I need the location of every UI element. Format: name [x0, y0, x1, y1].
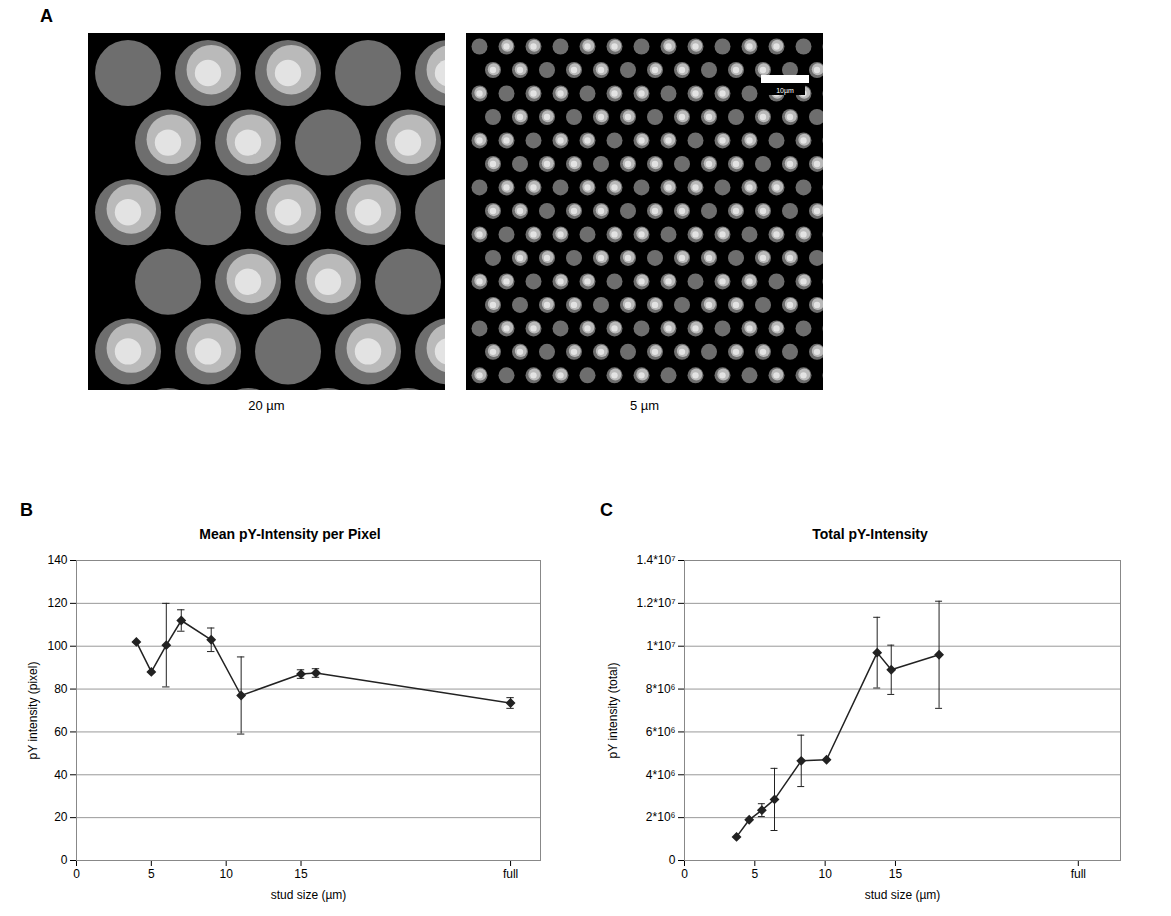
- svg-text:15: 15: [294, 867, 308, 881]
- svg-text:80: 80: [54, 682, 68, 696]
- svg-text:0: 0: [681, 867, 688, 881]
- svg-text:1.4*10⁷: 1.4*10⁷: [636, 553, 675, 567]
- svg-text:1*10⁷: 1*10⁷: [646, 639, 675, 653]
- html-text:Mean pY-Intensity per Pixel: Mean pY-Intensity per Pixel: [199, 526, 381, 542]
- html-text:Total pY-Intensity: Total pY-Intensity: [812, 526, 928, 542]
- svg-text:120: 120: [47, 596, 67, 610]
- svg-text:2*10⁶: 2*10⁶: [646, 810, 676, 824]
- svg-text:0: 0: [61, 853, 68, 867]
- svg-text:100: 100: [47, 639, 67, 653]
- svg-text:20: 20: [54, 810, 68, 824]
- svg-text:stud size (µm): stud size (µm): [271, 888, 347, 902]
- svg-text:0: 0: [73, 867, 80, 881]
- svg-text:1.2*10⁷: 1.2*10⁷: [636, 596, 675, 610]
- svg-text:5: 5: [148, 867, 155, 881]
- svg-text:5: 5: [751, 867, 758, 881]
- svg-text:60: 60: [54, 725, 68, 739]
- svg-text:40: 40: [54, 768, 68, 782]
- svg-text:stud size (µm): stud size (µm): [865, 888, 941, 902]
- svg-text:A: A: [40, 6, 53, 26]
- svg-text:full: full: [1071, 867, 1086, 881]
- html-text:B: B: [20, 500, 33, 520]
- svg-text:10: 10: [818, 867, 832, 881]
- svg-text:pY intensity (total): pY intensity (total): [606, 663, 620, 759]
- svg-text:8*10⁶: 8*10⁶: [646, 682, 676, 696]
- svg-text:full: full: [503, 867, 518, 881]
- svg-text:pY intensity (pixel): pY intensity (pixel): [26, 662, 40, 760]
- svg-text:4*10⁶: 4*10⁶: [646, 768, 676, 782]
- html-text:C: C: [600, 500, 613, 520]
- svg-text:20 µm: 20 µm: [248, 398, 284, 413]
- svg-text:6*10⁶: 6*10⁶: [646, 725, 676, 739]
- svg-text:0: 0: [669, 853, 676, 867]
- svg-text:10: 10: [219, 867, 233, 881]
- svg-text:140: 140: [47, 553, 67, 567]
- svg-text:5 µm: 5 µm: [630, 398, 659, 413]
- svg-text:15: 15: [889, 867, 903, 881]
- svg-text:10µm: 10µm: [776, 87, 794, 95]
